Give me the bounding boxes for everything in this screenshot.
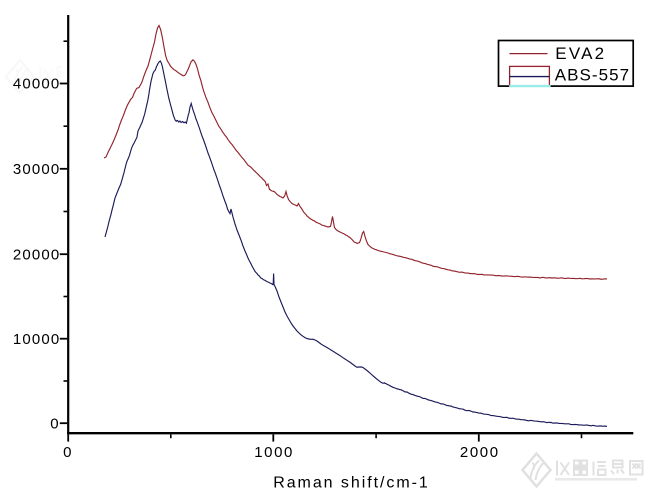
svg-text:EVA2: EVA2	[555, 44, 606, 63]
svg-text:40000: 40000	[13, 76, 60, 93]
svg-text:1000: 1000	[254, 444, 294, 461]
svg-text:30000: 30000	[13, 161, 60, 178]
svg-text:2000: 2000	[460, 444, 500, 461]
svg-text:20000: 20000	[13, 246, 60, 263]
svg-text:ABS-557: ABS-557	[555, 65, 630, 84]
svg-text:0: 0	[63, 444, 73, 461]
svg-text:10000: 10000	[13, 331, 60, 348]
svg-text:Raman shift/cm-1: Raman shift/cm-1	[273, 475, 430, 492]
svg-text:0: 0	[50, 415, 60, 432]
